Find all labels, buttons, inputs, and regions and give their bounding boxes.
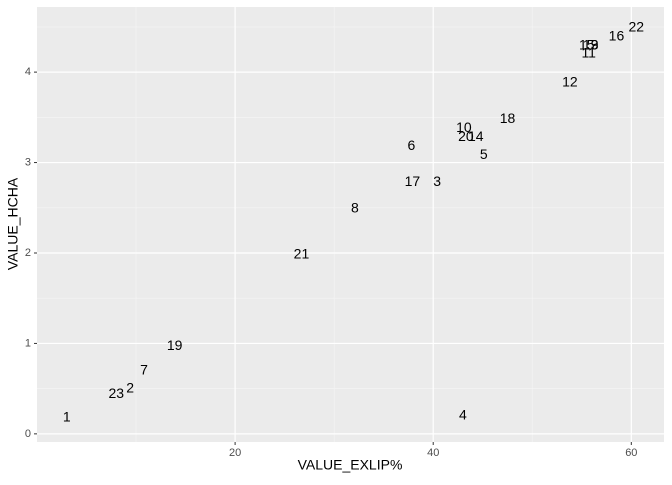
point-label: 7: [140, 361, 148, 377]
y-tick-label: 0: [25, 428, 31, 440]
point-label: 9: [591, 37, 599, 53]
point-label: 22: [628, 19, 644, 35]
point-label: 12: [562, 74, 578, 90]
y-tick-label: 4: [25, 66, 31, 78]
point-label: 23: [108, 385, 124, 401]
x-tick-label: 60: [625, 447, 637, 459]
point-label: 8: [351, 199, 359, 215]
point-label: 6: [408, 137, 416, 153]
point-label: 18: [500, 110, 516, 126]
point-label: 13: [583, 37, 599, 53]
point-label: 3: [433, 173, 441, 189]
panel: [37, 7, 664, 442]
point-label: 20: [458, 128, 474, 144]
point-label: 17: [405, 173, 421, 189]
y-tick-label: 2: [25, 247, 31, 259]
point-label: 4: [459, 406, 467, 422]
y-tick-label: 1: [25, 337, 31, 349]
y-axis-title: VALUE_HCHA: [5, 177, 21, 270]
point-label: 16: [609, 28, 625, 44]
point-label: 1: [63, 408, 71, 424]
point-label: 14: [468, 128, 484, 144]
x-axis-title: VALUE_EXLIP%: [298, 457, 403, 473]
point-label: 10: [456, 119, 472, 135]
point-label: 15: [579, 37, 595, 53]
point-label: 2: [126, 379, 134, 395]
x-tick-label: 40: [427, 447, 439, 459]
point-label: 11: [581, 45, 596, 61]
point-label: 21: [294, 245, 310, 261]
y-tick-label: 3: [25, 156, 31, 168]
point-label: 5: [480, 146, 488, 162]
point-label: 19: [167, 337, 183, 353]
x-tick-label: 20: [229, 447, 241, 459]
